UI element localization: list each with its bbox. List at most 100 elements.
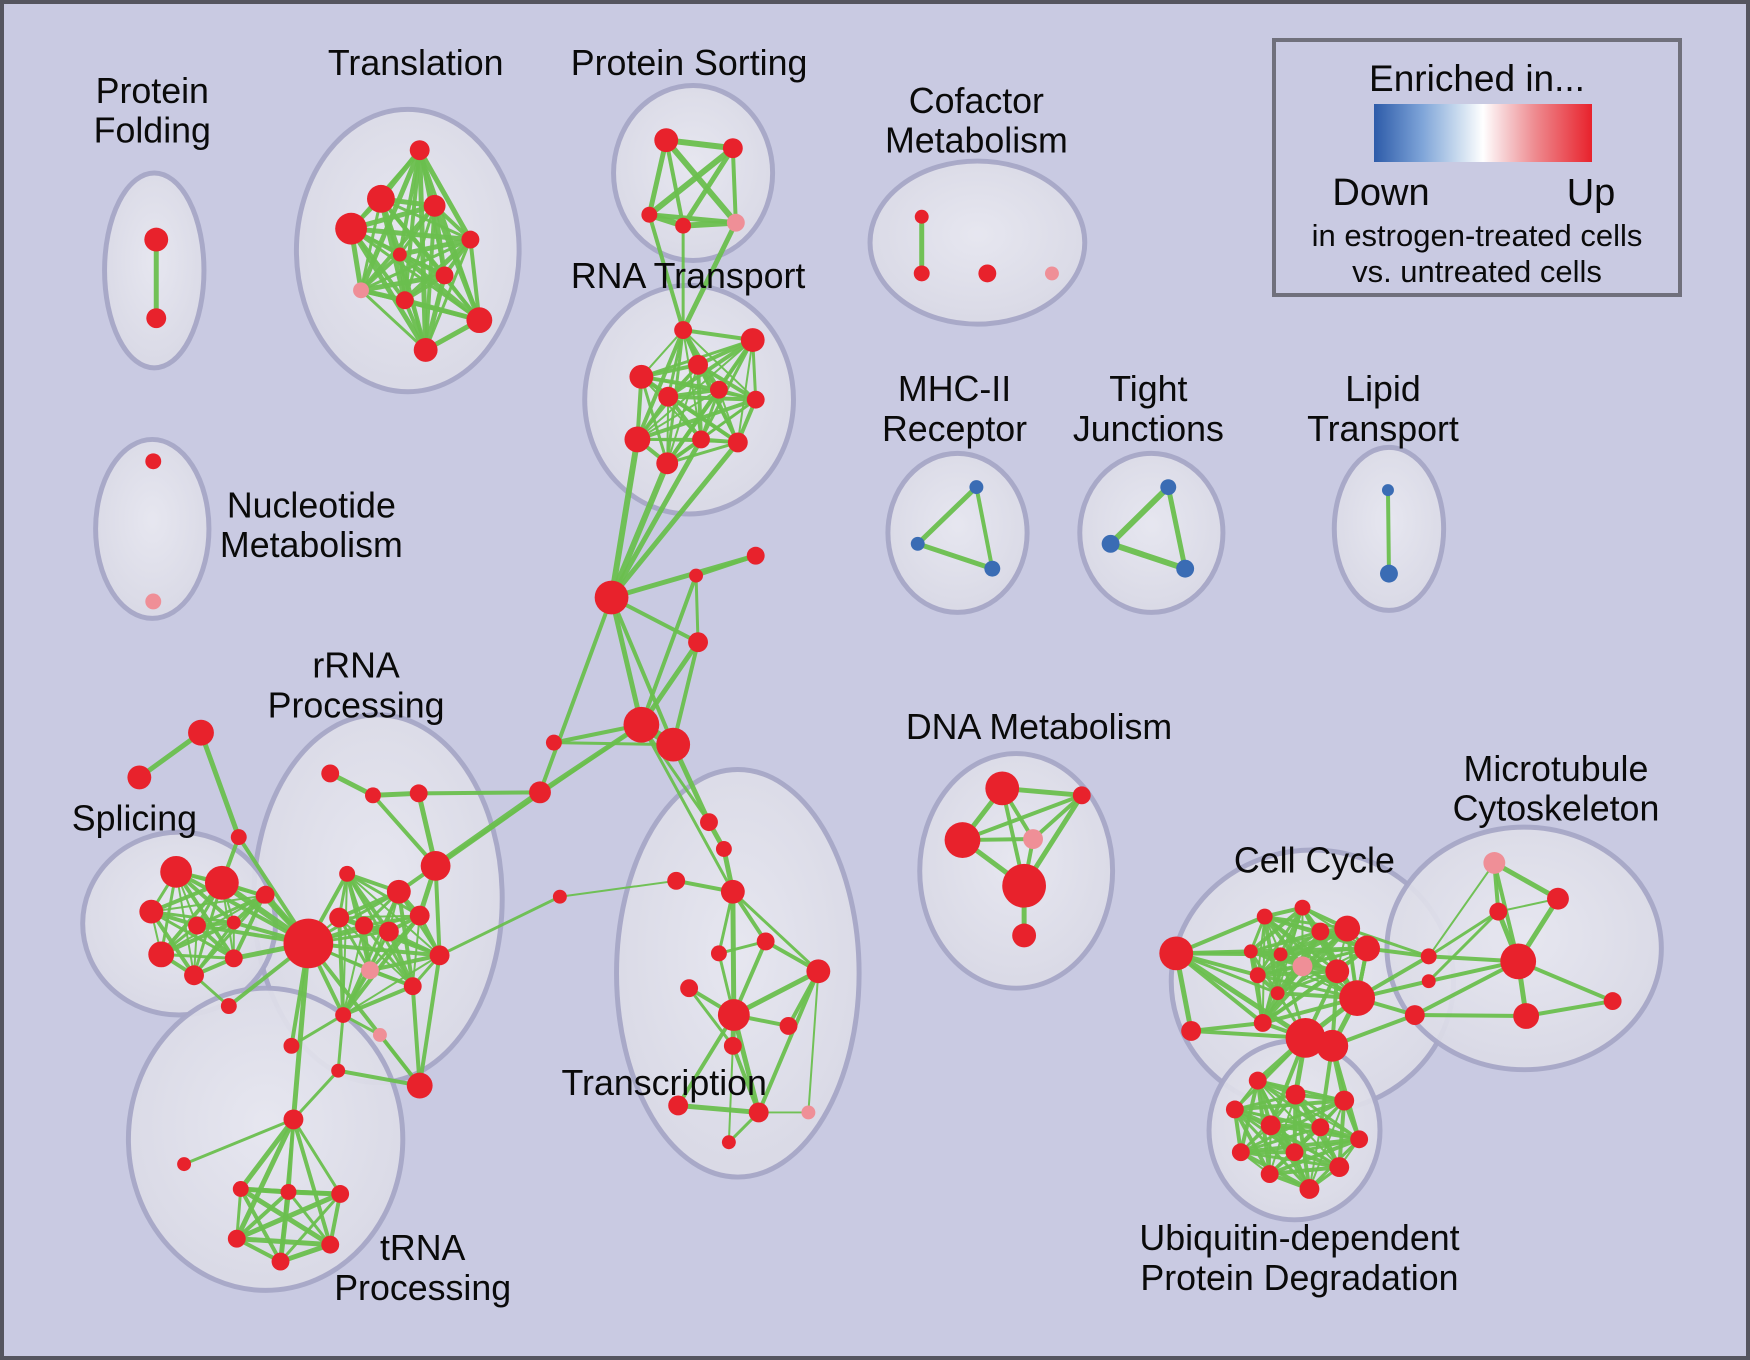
- cluster-ellipses-layer: [80, 83, 1664, 1293]
- network-node-CC8: [1292, 956, 1313, 977]
- network-node-CN3: [746, 546, 765, 565]
- network-edge: [730, 146, 738, 225]
- network-edge: [417, 953, 442, 1088]
- network-node-CM2: [913, 265, 930, 282]
- network-edge: [608, 460, 671, 601]
- network-node-R18: [283, 1037, 300, 1054]
- network-node-C3: [656, 727, 691, 762]
- network-edge: [291, 1117, 333, 1247]
- network-edge: [1173, 950, 1308, 1041]
- network-edge: [1412, 959, 1521, 1018]
- network-edge: [279, 1192, 342, 1264]
- legend-caption-line2: vs. untreated cells: [1352, 254, 1602, 289]
- network-node-DM2: [1072, 786, 1091, 805]
- network-node-TR2: [715, 841, 732, 857]
- network-node-C4: [545, 734, 562, 751]
- network-node-TR15: [721, 1135, 736, 1150]
- network-edge: [663, 137, 739, 226]
- network-node-SP1: [160, 855, 193, 888]
- network-node-TR10: [779, 1017, 798, 1035]
- network-node-MH2: [910, 536, 925, 551]
- network-node-R17: [372, 1027, 387, 1042]
- network-node-R15: [552, 889, 567, 904]
- network-node-TR9: [717, 999, 750, 1031]
- network-node-CC10: [1249, 967, 1266, 984]
- network-node-TN6: [271, 1252, 290, 1271]
- network-node-LT1: [1382, 484, 1394, 497]
- cluster-label-cofactor-metabolism: Cofactor Metabolism: [885, 81, 1068, 161]
- network-node-TB0: [283, 1109, 304, 1130]
- network-edge: [432, 203, 482, 323]
- network-node-R13: [361, 961, 379, 980]
- network-edge: [348, 226, 429, 353]
- network-node-CC14: [1285, 1018, 1326, 1058]
- cluster-label-trna-processing: tRNA Processing: [334, 1228, 511, 1308]
- network-edge: [609, 439, 741, 600]
- network-edge: [666, 395, 740, 444]
- network-node-SP3: [139, 899, 164, 924]
- network-edge: [537, 595, 614, 795]
- network-node-UB10: [1329, 1157, 1350, 1178]
- network-node-R6: [386, 879, 411, 904]
- network-edge: [609, 595, 676, 747]
- network-edge: [1239, 1125, 1322, 1154]
- network-node-R9: [355, 916, 373, 935]
- network-node-CC4: [1311, 922, 1330, 941]
- network-node-PS1: [654, 128, 679, 153]
- network-node-TR8: [680, 979, 699, 998]
- network-node-SP9: [255, 887, 272, 904]
- network-node-UB9: [1285, 1143, 1304, 1162]
- network-node-C1: [594, 580, 629, 615]
- network-node-CM1: [914, 209, 929, 224]
- network-edge: [198, 730, 242, 840]
- cluster-label-translation: Translation: [328, 43, 504, 83]
- network-edge: [1412, 1013, 1529, 1018]
- network-edge: [1248, 905, 1305, 954]
- network-node-MC6: [1603, 992, 1622, 1011]
- network-node-RT11: [727, 432, 748, 453]
- network-node-T4: [335, 212, 368, 245]
- network-node-T3: [423, 194, 446, 217]
- network-edge: [680, 145, 736, 229]
- network-edge: [639, 573, 699, 727]
- network-edge: [696, 363, 740, 444]
- network-node-DM5: [1002, 863, 1046, 908]
- network-edge: [359, 252, 402, 293]
- network-node-DM1: [985, 771, 1020, 806]
- network-edge: [1279, 946, 1369, 956]
- network-edge: [468, 237, 482, 323]
- network-node-TR6: [710, 945, 727, 962]
- network-edge: [342, 924, 366, 1017]
- network-node-TJ1: [1160, 479, 1177, 496]
- network-node-SP5: [226, 915, 241, 930]
- network-node-RT10: [692, 430, 710, 449]
- network-node-DM6: [1012, 923, 1037, 948]
- network-edge: [558, 879, 678, 898]
- network-node-R3: [409, 784, 428, 803]
- network-node-TR5: [756, 932, 775, 951]
- network-node-CN4: [688, 632, 708, 653]
- network-node-CC12: [1339, 980, 1376, 1017]
- network-edge: [358, 272, 448, 293]
- network-edge: [1267, 1137, 1362, 1177]
- network-node-CC15: [1316, 1029, 1349, 1062]
- cluster-label-ubiquitin-degradation: Ubiquitin-dependent Protein Degradation: [1139, 1218, 1459, 1298]
- network-node-T2: [367, 184, 395, 213]
- network-edge: [234, 1189, 291, 1241]
- network-edge: [730, 1043, 761, 1115]
- network-node-MC4: [1500, 943, 1537, 980]
- network-edge: [696, 362, 758, 402]
- network-edge: [1267, 1165, 1342, 1177]
- network-edge: [290, 940, 311, 1122]
- legend-gradient-bar: [1374, 104, 1592, 162]
- network-edge: [635, 328, 686, 442]
- network-node-SP6: [148, 941, 175, 968]
- network-node-CC11: [1270, 986, 1285, 1001]
- network-node-MH3: [984, 560, 1001, 577]
- network-edge: [342, 954, 441, 1017]
- network-node-MC1: [1483, 851, 1506, 874]
- network-node-TR13: [748, 1102, 769, 1123]
- network-node-UB3: [1334, 1090, 1355, 1111]
- cluster-label-protein-folding: Protein Folding: [94, 71, 211, 151]
